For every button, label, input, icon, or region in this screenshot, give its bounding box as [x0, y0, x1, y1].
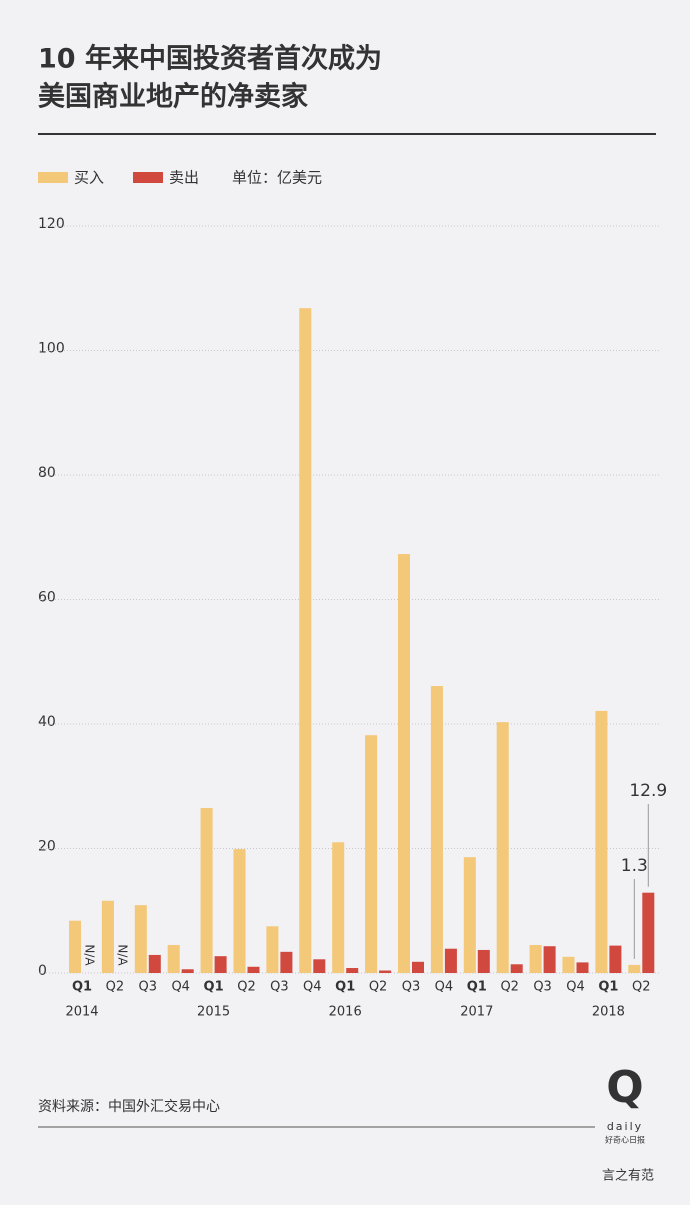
bar	[510, 964, 523, 973]
x-tick-label: Q3	[139, 980, 158, 995]
bar	[543, 946, 556, 973]
legend-swatch	[38, 172, 68, 183]
chart-title: 美国商业地产的净卖家	[38, 81, 308, 113]
year-label: 2018	[592, 1005, 625, 1020]
x-tick-label: Q1	[598, 980, 618, 995]
watermark: 言之有范	[602, 1169, 654, 1184]
bar	[214, 956, 227, 973]
logo-sub: 好奇心日报	[605, 1135, 645, 1145]
x-tick-label: Q1	[72, 980, 92, 995]
bar	[628, 964, 641, 973]
year-label: 2016	[329, 1005, 362, 1020]
x-tick-label: Q1	[204, 980, 224, 995]
logo-q: Q	[606, 1062, 643, 1113]
x-tick-label: Q4	[303, 980, 322, 995]
bar	[332, 842, 345, 973]
year-label: 2017	[460, 1005, 493, 1020]
y-tick-label: 120	[38, 216, 65, 232]
x-tick-label: Q2	[237, 980, 256, 995]
bar	[233, 849, 246, 973]
bar	[346, 968, 359, 973]
na-label: N/A	[83, 944, 97, 966]
x-tick-label: Q3	[270, 980, 289, 995]
logo-daily: daily	[607, 1120, 643, 1133]
year-label: 2014	[65, 1005, 98, 1020]
bar	[412, 961, 424, 973]
bar	[562, 956, 575, 973]
y-tick-label: 60	[38, 590, 56, 606]
y-tick-label: 40	[38, 714, 56, 730]
x-tick-label: Q2	[632, 980, 651, 995]
x-tick-label: Q2	[106, 980, 125, 995]
bar	[463, 857, 476, 973]
bar	[576, 962, 589, 973]
y-tick-label: 20	[38, 839, 56, 855]
bar	[247, 966, 260, 973]
x-tick-label: Q4	[171, 980, 190, 995]
bar	[609, 945, 622, 973]
x-tick-label: Q1	[467, 980, 487, 995]
x-tick-label: Q2	[369, 980, 388, 995]
bar	[181, 969, 194, 973]
bar	[101, 900, 114, 973]
y-tick-label: 0	[38, 963, 47, 979]
na-label: N/A	[115, 944, 129, 966]
bar	[365, 735, 378, 973]
bar	[313, 959, 326, 973]
value-label: 12.9	[629, 781, 667, 801]
bar	[496, 722, 509, 973]
bar	[148, 954, 161, 973]
y-tick-label: 100	[38, 341, 65, 357]
bar	[477, 949, 490, 973]
bar	[398, 554, 410, 973]
x-tick-label: Q4	[566, 980, 585, 995]
legend-label: 卖出	[169, 169, 199, 187]
bar	[529, 944, 542, 973]
x-tick-label: Q2	[500, 980, 519, 995]
x-tick-label: Q4	[435, 980, 454, 995]
x-tick-label: Q3	[533, 980, 552, 995]
source: 资料来源：中国外汇交易中心	[38, 1098, 220, 1115]
bar	[167, 944, 180, 973]
x-tick-label: Q1	[335, 980, 355, 995]
legend-swatch	[133, 172, 163, 183]
bar	[642, 892, 655, 973]
bar	[280, 951, 293, 973]
bar	[430, 686, 443, 973]
y-tick-label: 80	[38, 465, 56, 481]
legend-label: 买入	[74, 169, 104, 187]
bar	[299, 308, 312, 973]
x-tick-label: Q3	[402, 980, 421, 995]
bar	[200, 808, 213, 973]
bar	[595, 710, 608, 973]
unit-label: 单位：亿美元	[232, 169, 322, 187]
year-label: 2015	[197, 1005, 230, 1020]
bar	[134, 905, 147, 973]
bar	[69, 920, 81, 973]
chart-title: 10 年来中国投资者首次成为	[38, 43, 382, 75]
bar	[379, 970, 392, 973]
bar	[266, 926, 279, 973]
value-label: 1.3	[621, 856, 648, 876]
bar	[444, 948, 457, 973]
